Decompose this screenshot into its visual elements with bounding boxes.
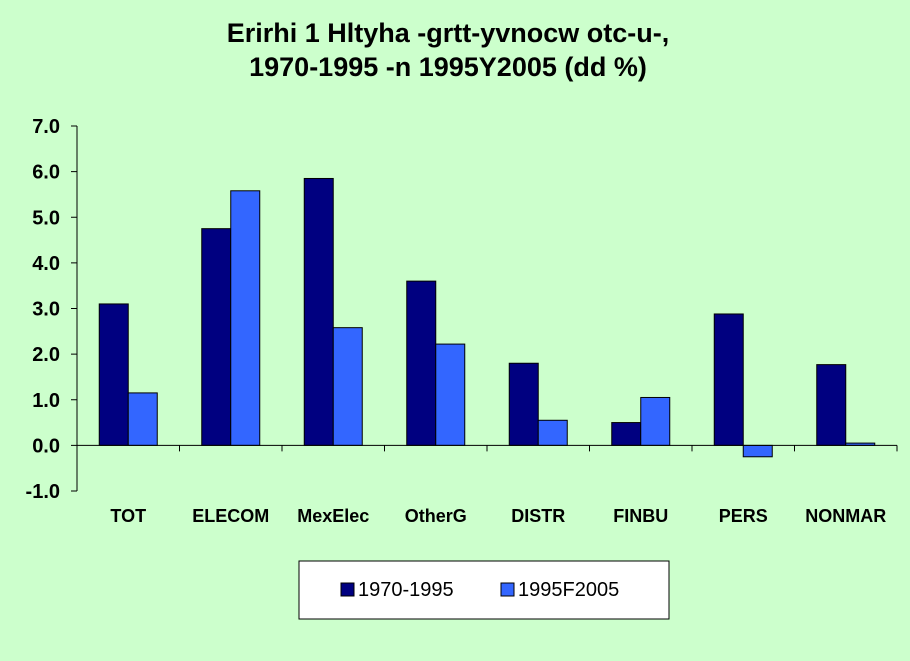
bar-1970-1995-nonmar <box>816 364 847 446</box>
bars <box>98 177 876 458</box>
bar-1970-1995-finbu <box>611 422 642 446</box>
axes <box>71 125 898 492</box>
legend-box <box>298 560 670 620</box>
y-tick-label: -1.0 <box>26 481 60 503</box>
axis-labels: 7.0 6.0 5.0 4.0 3.0 2.0 1.0 0.0 -1.0 TOT ELECOM Mex… <box>26 116 887 526</box>
bar-1995f2005-distr <box>537 419 568 446</box>
bar-1995f2005-elecom <box>230 190 261 446</box>
y-tick-label: 1.0 <box>32 390 60 412</box>
plot-background <box>77 126 897 491</box>
x-category-label-tot: TOT <box>110 506 146 526</box>
bar-1995f2005-mexelec <box>332 327 363 446</box>
chart-title-line-1: Erirhi 1 Hltyha -grtt-yvnocw otc-u-, <box>227 18 670 48</box>
x-category-label-nonmar: NONMAR <box>805 506 886 526</box>
bar-1970-1995-distr <box>508 362 539 446</box>
y-tick-label: 2.0 <box>32 344 60 366</box>
chart-title-line-2: 1970-1995 -n 1995Y2005 (dd %) <box>249 52 647 82</box>
bar-1970-1995-pers <box>713 313 744 446</box>
y-tick-label: 3.0 <box>32 299 60 321</box>
legend-swatch-1970-1995 <box>340 582 355 597</box>
bar-1970-1995-mexelec <box>303 177 334 446</box>
bar-1970-1995-tot <box>98 303 129 446</box>
legend-label-1995f2005: 1995F2005 <box>518 579 619 601</box>
y-tick-label: 0.0 <box>32 435 60 457</box>
plot-area <box>77 126 897 491</box>
y-tick-label: 5.0 <box>32 207 60 229</box>
legend-swatch-1995f2005 <box>500 582 515 597</box>
bar-1995f2005-pers <box>742 444 773 458</box>
x-category-label-distr: DISTR <box>511 506 565 526</box>
bar-1995f2005-otherg <box>435 343 466 446</box>
y-tick-label: 6.0 <box>32 162 60 184</box>
bar-1970-1995-elecom <box>201 228 232 446</box>
x-category-label-mexelec: MexElec <box>297 506 369 526</box>
x-category-label-otherg: OtherG <box>405 506 467 526</box>
legend-label-1970-1995: 1970-1995 <box>358 579 454 601</box>
x-category-label-elecom: ELECOM <box>192 506 269 526</box>
y-tick-label: 4.0 <box>32 253 60 275</box>
x-category-label-pers: PERS <box>719 506 768 526</box>
bar-1995f2005-finbu <box>640 396 671 446</box>
y-tick-label: 7.0 <box>32 116 60 138</box>
legend: 1970-1995 1995F2005 <box>298 560 670 620</box>
x-category-label-finbu: FINBU <box>613 506 668 526</box>
bar-1970-1995-otherg <box>406 280 437 446</box>
bar-1995f2005-tot <box>127 392 158 446</box>
